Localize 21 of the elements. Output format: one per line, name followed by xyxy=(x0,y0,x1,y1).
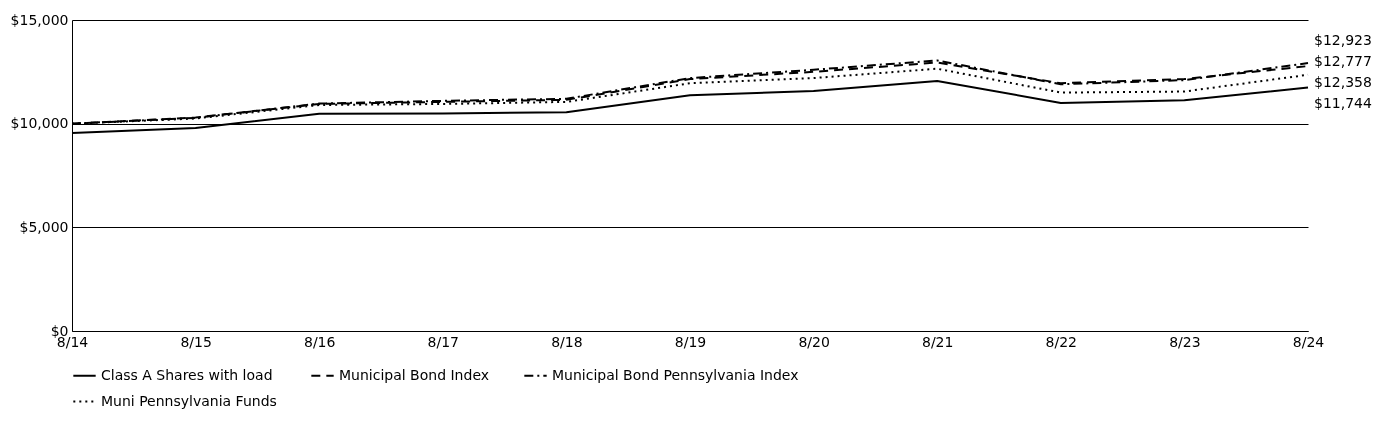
x-tick-label: 8/17 xyxy=(427,333,460,350)
x-tick-label: 8/21 xyxy=(921,333,954,350)
y-tick-label: $10,000 xyxy=(10,115,69,132)
x-tick-label: 8/22 xyxy=(1045,333,1078,350)
x-tick-label: 8/16 xyxy=(303,333,336,350)
x-tick-label: 8/20 xyxy=(798,333,830,350)
data-label: $12,923 xyxy=(1314,32,1372,49)
data-label: $11,744 xyxy=(1314,95,1372,112)
x-tick-label: 8/23 xyxy=(1169,333,1201,350)
x-tick-label: 8/18 xyxy=(551,333,583,350)
legend-label: Class A Shares with load xyxy=(101,366,273,383)
x-tick-label: 8/24 xyxy=(1292,333,1325,350)
y-tick-label: $15,000 xyxy=(10,11,69,28)
legend-label: Muni Pennsylvania Funds xyxy=(101,392,277,409)
legend-label: Municipal Bond Pennsylvania Index xyxy=(552,366,799,383)
y-tick-label: $5,000 xyxy=(19,218,69,235)
data-label: $12,358 xyxy=(1314,74,1372,91)
legend-label: Municipal Bond Index xyxy=(339,366,490,383)
x-tick-label: 8/15 xyxy=(180,333,212,350)
data-label: $12,777 xyxy=(1314,53,1372,70)
x-tick-label: 8/19 xyxy=(674,333,707,350)
